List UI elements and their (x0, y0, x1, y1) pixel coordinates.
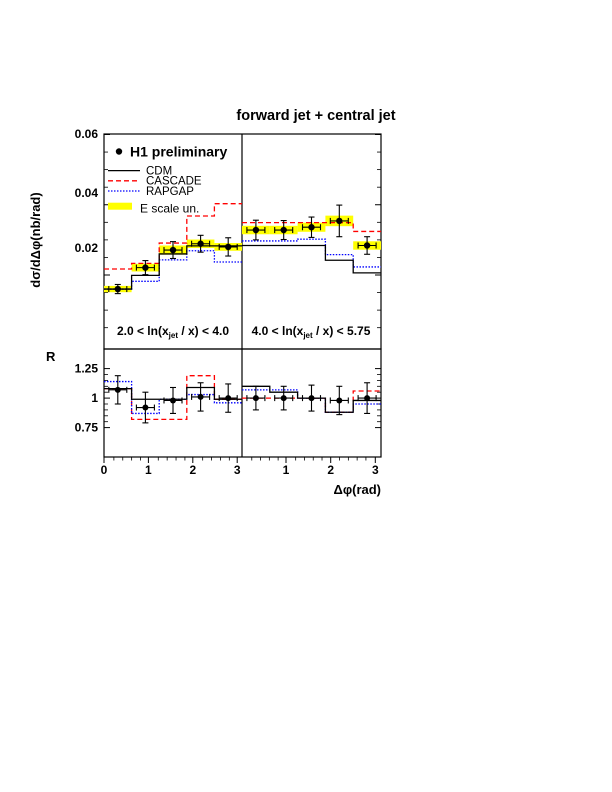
svg-text:0.02: 0.02 (75, 241, 99, 255)
svg-text:3: 3 (372, 463, 379, 477)
svg-text:Δφ(rad): Δφ(rad) (333, 482, 381, 497)
svg-text:RAPGAP: RAPGAP (146, 186, 194, 198)
svg-text:1: 1 (283, 463, 290, 477)
svg-text:E scale un.: E scale un. (140, 202, 199, 216)
svg-text:0.04: 0.04 (75, 186, 99, 200)
svg-text:H1 preliminary: H1 preliminary (130, 144, 227, 160)
svg-text:2: 2 (189, 463, 196, 477)
svg-text:3: 3 (234, 463, 241, 477)
svg-text:0: 0 (101, 463, 108, 477)
svg-text:1.25: 1.25 (75, 362, 99, 376)
svg-text:0.75: 0.75 (75, 421, 99, 435)
svg-text:4.0 < ln(xjet / x) < 5.75: 4.0 < ln(xjet / x) < 5.75 (252, 324, 371, 340)
svg-text:0.06: 0.06 (75, 127, 99, 141)
svg-text:1: 1 (91, 391, 98, 405)
svg-text:2: 2 (327, 463, 334, 477)
svg-text:1: 1 (145, 463, 152, 477)
svg-text:2.0 < ln(xjet / x) < 4.0: 2.0 < ln(xjet / x) < 4.0 (117, 324, 229, 340)
